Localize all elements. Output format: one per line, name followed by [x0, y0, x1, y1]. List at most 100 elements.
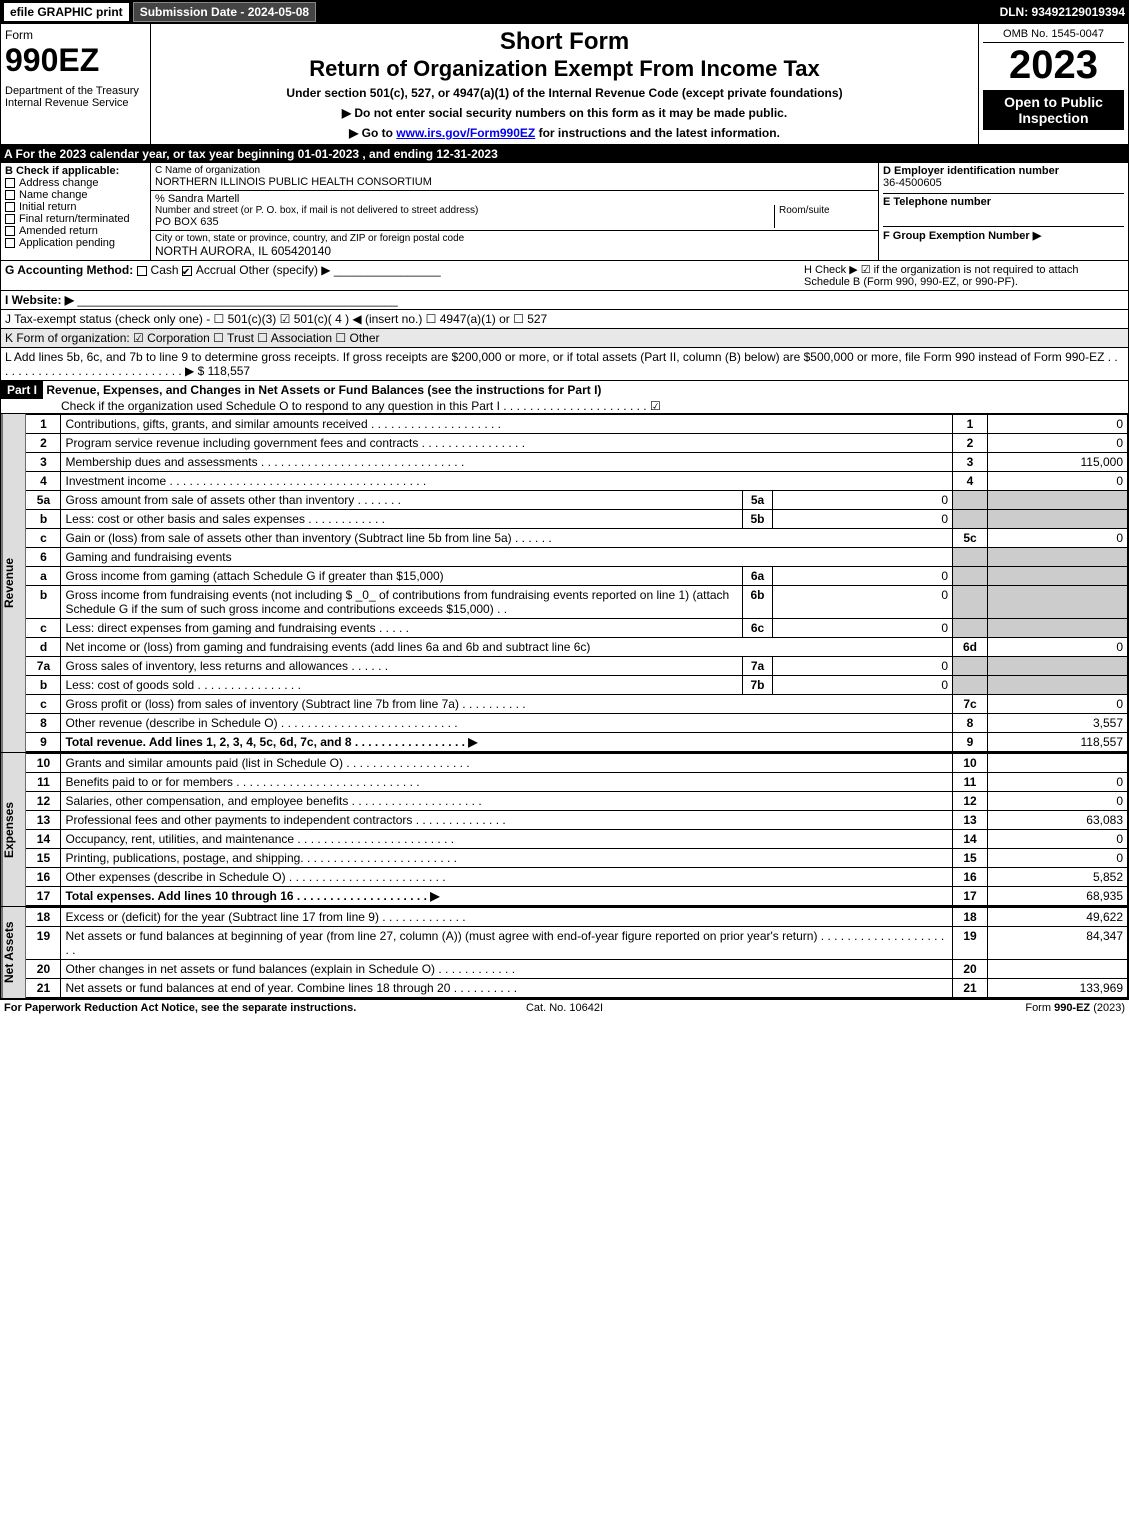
line-number: 14	[26, 830, 61, 849]
line-desc: Benefits paid to or for members . . . . …	[61, 773, 953, 792]
line-number: 2	[26, 434, 61, 453]
line-number: 17	[26, 887, 61, 906]
net-assets-side-label: Net Assets	[1, 907, 25, 998]
top-bar: efile GRAPHIC print Submission Date - 20…	[0, 0, 1129, 24]
line-value: 115,000	[988, 453, 1128, 472]
section-g: G Accounting Method: Cash Accrual Other …	[5, 263, 804, 288]
line-number: c	[26, 529, 61, 548]
form-subtitle: Under section 501(c), 527, or 4947(a)(1)…	[161, 86, 968, 100]
line-ref-shaded	[953, 491, 988, 510]
sub-line-value: 0	[773, 567, 953, 586]
checkbox-name-change[interactable]: Name change	[5, 189, 146, 201]
line-value-shaded	[988, 619, 1128, 638]
dln-label: DLN: 93492129019394	[1000, 5, 1125, 19]
line-ref: 10	[953, 754, 988, 773]
line-value: 0	[988, 638, 1128, 657]
table-row: 16Other expenses (describe in Schedule O…	[26, 868, 1128, 887]
table-row: 18Excess or (deficit) for the year (Subt…	[26, 908, 1128, 927]
dept-label: Department of the Treasury Internal Reve…	[5, 85, 146, 109]
line-desc: Occupancy, rent, utilities, and maintena…	[61, 830, 953, 849]
line-number: 1	[26, 415, 61, 434]
line-value: 0	[988, 415, 1128, 434]
line-desc: Salaries, other compensation, and employ…	[61, 792, 953, 811]
checkbox-accrual[interactable]	[182, 266, 192, 276]
sections-bcdef: B Check if applicable: Address change Na…	[0, 163, 1129, 261]
short-form-title: Short Form	[161, 28, 968, 56]
line-value-shaded	[988, 510, 1128, 529]
checkbox-final-return[interactable]: Final return/terminated	[5, 213, 146, 225]
efile-button[interactable]: efile GRAPHIC print	[4, 3, 129, 21]
line-number: 15	[26, 849, 61, 868]
open-to-public: Open to Public Inspection	[983, 90, 1124, 130]
section-b-label: B Check if applicable:	[5, 165, 146, 177]
sub-line-number: 7b	[743, 676, 773, 695]
line-ref: 16	[953, 868, 988, 887]
line-desc: Other revenue (describe in Schedule O) .…	[61, 714, 953, 733]
line-number: 20	[26, 960, 61, 979]
section-l: L Add lines 5b, 6c, and 7b to line 9 to …	[0, 348, 1129, 381]
line-ref: 6d	[953, 638, 988, 657]
note-link: ▶ Go to www.irs.gov/Form990EZ for instru…	[161, 126, 968, 140]
table-row: 15Printing, publications, postage, and s…	[26, 849, 1128, 868]
expenses-side-label: Expenses	[1, 753, 25, 906]
line-desc: Excess or (deficit) for the year (Subtra…	[61, 908, 953, 927]
line-number: 5a	[26, 491, 61, 510]
line-value: 49,622	[988, 908, 1128, 927]
line-desc: Gross income from gaming (attach Schedul…	[61, 567, 743, 586]
checkbox-address-change[interactable]: Address change	[5, 177, 146, 189]
table-row: 5aGross amount from sale of assets other…	[26, 491, 1128, 510]
sub-line-number: 5a	[743, 491, 773, 510]
table-row: 3Membership dues and assessments . . . .…	[26, 453, 1128, 472]
submission-date-button[interactable]: Submission Date - 2024-05-08	[133, 2, 316, 22]
line-number: 6	[26, 548, 61, 567]
table-row: cLess: direct expenses from gaming and f…	[26, 619, 1128, 638]
line-number: 19	[26, 927, 61, 960]
note-ssn: ▶ Do not enter social security numbers o…	[161, 106, 968, 120]
ein-label: D Employer identification number	[883, 165, 1124, 177]
line-value: 0	[988, 472, 1128, 491]
line-ref-shaded	[953, 510, 988, 529]
line-value	[988, 960, 1128, 979]
line-desc: Less: cost or other basis and sales expe…	[61, 510, 743, 529]
line-value-shaded	[988, 676, 1128, 695]
checkbox-cash[interactable]	[137, 266, 147, 276]
net-assets-table: 18Excess or (deficit) for the year (Subt…	[25, 907, 1128, 998]
care-of: % Sandra Martell	[155, 193, 874, 205]
checkbox-initial-return[interactable]: Initial return	[5, 201, 146, 213]
line-number: 13	[26, 811, 61, 830]
line-ref: 5c	[953, 529, 988, 548]
irs-link[interactable]: www.irs.gov/Form990EZ	[396, 126, 535, 140]
line-ref: 1	[953, 415, 988, 434]
line-number: 8	[26, 714, 61, 733]
line-number: b	[26, 586, 61, 619]
line-value: 0	[988, 529, 1128, 548]
table-row: bLess: cost of goods sold . . . . . . . …	[26, 676, 1128, 695]
form-header: Form 990EZ Department of the Treasury In…	[0, 24, 1129, 145]
line-value: 0	[988, 773, 1128, 792]
line-value: 84,347	[988, 927, 1128, 960]
checkbox-application-pending[interactable]: Application pending	[5, 237, 146, 249]
line-desc: Net income or (loss) from gaming and fun…	[61, 638, 953, 657]
line-ref: 2	[953, 434, 988, 453]
sub-line-value: 0	[773, 657, 953, 676]
line-number: 4	[26, 472, 61, 491]
form-number: 990EZ	[5, 42, 146, 79]
table-row: 9Total revenue. Add lines 1, 2, 3, 4, 5c…	[26, 733, 1128, 752]
line-value-shaded	[988, 657, 1128, 676]
street-value: PO BOX 635	[155, 216, 774, 228]
line-desc: Total revenue. Add lines 1, 2, 3, 4, 5c,…	[61, 733, 953, 752]
line-number: b	[26, 510, 61, 529]
footer-left: For Paperwork Reduction Act Notice, see …	[4, 1002, 378, 1014]
table-row: 21Net assets or fund balances at end of …	[26, 979, 1128, 998]
line-ref-shaded	[953, 567, 988, 586]
tax-year: 2023	[983, 43, 1124, 88]
line-desc: Gross sales of inventory, less returns a…	[61, 657, 743, 676]
checkbox-amended-return[interactable]: Amended return	[5, 225, 146, 237]
line-desc: Printing, publications, postage, and shi…	[61, 849, 953, 868]
sub-line-number: 6a	[743, 567, 773, 586]
section-h: H Check ▶ ☑ if the organization is not r…	[804, 263, 1124, 288]
footer-mid: Cat. No. 10642I	[378, 1002, 752, 1014]
line-ref: 7c	[953, 695, 988, 714]
line-number: 10	[26, 754, 61, 773]
line-value	[988, 754, 1128, 773]
